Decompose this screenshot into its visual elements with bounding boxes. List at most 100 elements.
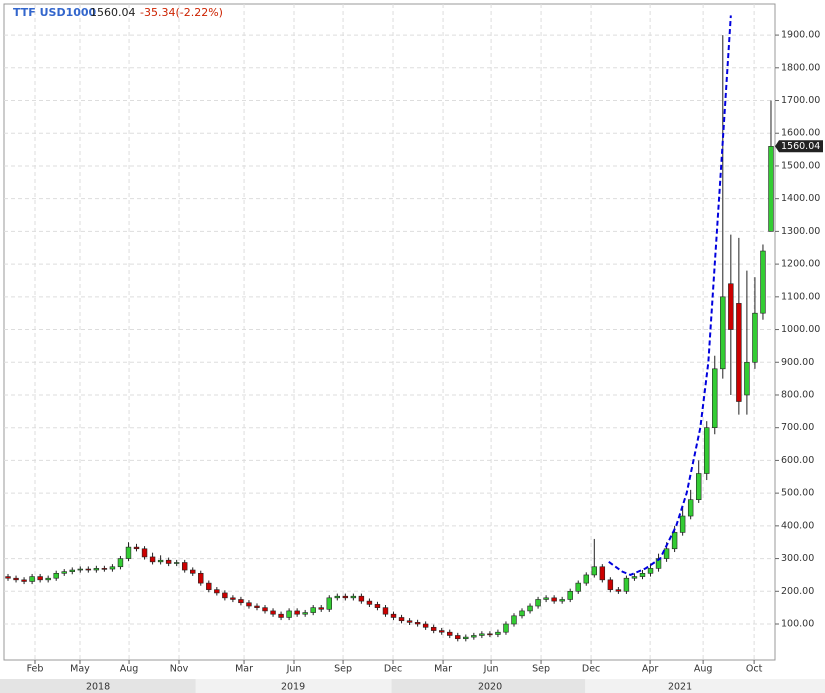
x-tick-label: Dec <box>384 664 402 675</box>
plot-area <box>3 3 776 661</box>
x-tick-label: Nov <box>170 664 189 675</box>
candle-body <box>326 597 332 610</box>
candle-body <box>728 283 734 330</box>
candle-body <box>663 548 670 559</box>
x-tick-label: Feb <box>27 664 44 675</box>
candle-body <box>318 607 324 610</box>
candle-body <box>294 610 300 615</box>
x-tick-label: Mar <box>434 664 452 675</box>
candle-body <box>181 562 188 571</box>
candle-body <box>149 556 156 563</box>
candle-body <box>334 595 341 599</box>
candle-body <box>165 559 172 564</box>
x-tick-label: Oct <box>746 664 763 675</box>
last-price: 1560.04 <box>90 6 136 19</box>
candle-body <box>455 635 461 640</box>
candle-body <box>760 250 766 314</box>
candle-body <box>559 599 565 602</box>
candle-body <box>607 579 614 590</box>
y-tick-label: 1100.00 <box>781 291 820 302</box>
y-tick-label: 800.00 <box>781 389 814 400</box>
candle-body <box>591 566 598 576</box>
x-tick-label: Aug <box>120 664 139 675</box>
candle-body <box>687 499 694 517</box>
y-tick-label: 1800.00 <box>781 62 820 73</box>
candle-body <box>720 296 726 370</box>
y-tick-label: 300.00 <box>781 553 814 564</box>
candle-body <box>230 597 236 600</box>
candle-body <box>254 605 260 608</box>
candle-body <box>77 568 84 571</box>
y-tick-label: 900.00 <box>781 357 814 368</box>
year-band <box>391 679 586 693</box>
candle-body <box>615 589 622 592</box>
candle-body <box>543 597 549 600</box>
candle-body <box>679 515 686 533</box>
candle-body <box>93 568 100 571</box>
candle-body <box>109 566 116 570</box>
candle-body <box>430 626 437 631</box>
y-tick-label: 1000.00 <box>781 324 820 335</box>
candle-body <box>222 592 228 599</box>
candle-body <box>198 572 204 584</box>
candle-body <box>471 635 477 638</box>
candle-body <box>310 607 316 613</box>
y-tick-label: 1700.00 <box>781 95 820 106</box>
candle-body <box>695 473 702 500</box>
candle-body <box>575 582 581 592</box>
candle-body <box>583 574 589 584</box>
x-tick-label: Aug <box>694 664 713 675</box>
candle-body <box>358 595 365 602</box>
x-tick-label: Sep <box>334 664 352 675</box>
candle-body <box>414 622 421 625</box>
symbol: TTF USD1000 <box>13 6 97 19</box>
candle-body <box>302 612 308 615</box>
candle-body <box>647 568 654 574</box>
candle-body <box>422 623 429 628</box>
candle-body <box>519 610 525 617</box>
last-price-label: 1560.04 <box>781 141 820 152</box>
candle-body <box>342 595 349 599</box>
candle-body <box>712 368 718 429</box>
candle-body <box>406 620 413 623</box>
candle-body <box>278 613 284 618</box>
candle-body <box>623 577 630 592</box>
candle-body <box>535 599 541 607</box>
candle-body <box>190 569 196 574</box>
candle-body <box>53 572 59 579</box>
candle-body <box>639 572 646 577</box>
candle-body <box>503 623 509 633</box>
year-label: 2019 <box>281 682 305 693</box>
y-tick-label: 1500.00 <box>781 160 820 171</box>
y-tick-label: 600.00 <box>781 455 814 466</box>
candle-body <box>551 597 557 602</box>
candle-body <box>262 607 268 612</box>
candle-body <box>366 600 373 605</box>
last-price-tag <box>775 140 823 153</box>
candle-body <box>13 577 19 581</box>
candle-body <box>21 579 27 582</box>
candle-body <box>270 610 276 615</box>
y-tick-label: 200.00 <box>781 586 814 597</box>
x-tick-label: May <box>70 664 90 675</box>
candle-body <box>479 633 485 636</box>
candle-body <box>117 558 124 568</box>
y-tick-label: 700.00 <box>781 422 814 433</box>
candle-body <box>206 582 212 590</box>
trendline <box>608 15 732 577</box>
candle-body <box>463 636 469 640</box>
x-tick-label: Dec <box>582 664 600 675</box>
candle-body <box>752 312 758 363</box>
candle-body <box>704 427 710 474</box>
candle-body <box>101 568 108 570</box>
candle-body <box>37 576 43 581</box>
candle-body <box>286 610 292 618</box>
y-tick-label: 500.00 <box>781 488 814 499</box>
candle-body <box>438 630 445 633</box>
y-tick-label: 1300.00 <box>781 226 820 237</box>
candle-body <box>487 633 493 636</box>
x-tick-label: Apr <box>642 664 659 675</box>
candle-body <box>141 548 148 558</box>
candle-body <box>45 577 51 581</box>
candle-body <box>350 595 357 599</box>
